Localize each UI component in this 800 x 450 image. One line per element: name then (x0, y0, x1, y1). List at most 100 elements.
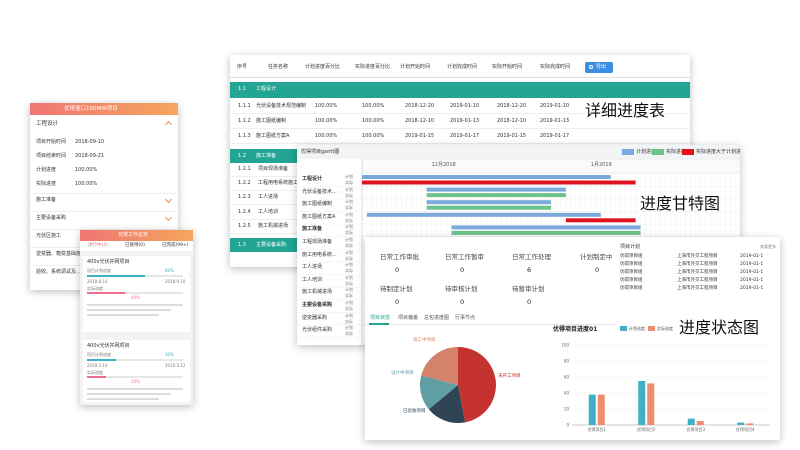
y-tick-label: 80 (564, 359, 570, 364)
list-cell: 2019-01-1 (740, 270, 764, 275)
actual-label: 实际 (345, 180, 353, 185)
cell: 2019-01-10 (450, 103, 480, 109)
item-label: 施工准备 (36, 197, 57, 203)
stat-label: 待制定计划 (380, 285, 413, 293)
start-date: 2019.3.10 (87, 363, 108, 368)
actual-label: 实际进度 (87, 286, 103, 291)
row-divider (230, 128, 690, 129)
y-tick-label: 100 (561, 343, 569, 348)
gantt-row-name: 施工用电系统... (302, 251, 337, 258)
column-header: 实际进度百分比 (355, 64, 391, 70)
actual-value: 40% (131, 295, 140, 300)
progress-track (87, 376, 183, 378)
tab-underline (369, 323, 389, 325)
column-header: 计划进度百分比 (305, 64, 341, 70)
stat-label: 待审核计划 (445, 285, 478, 293)
gantt-row-name: 施工图纸编制 (302, 201, 333, 208)
mobile-title: 日常工作总览 (118, 232, 149, 238)
cell: 工人培训 (258, 208, 279, 215)
plan-label: 计划 (345, 262, 353, 268)
month-header (361, 158, 740, 174)
chevron-icon (164, 195, 173, 204)
plan-label: 计划 (345, 325, 353, 331)
gantt-bar (565, 218, 636, 223)
placeholder-line (87, 393, 171, 395)
gantt-bar (362, 180, 636, 185)
gantt-bar (426, 200, 551, 205)
actual-label: 实际 (345, 268, 353, 274)
cell: 2019-01-13 (540, 118, 570, 124)
column-header: 实际完成时间 (540, 64, 571, 70)
tab-bar (80, 241, 193, 251)
group-band: 1.1 工程设计 (230, 82, 690, 98)
legend-swatch (648, 326, 655, 331)
cell: 2018-12-20 (497, 103, 527, 109)
cell: 光伏设备技术规范编制 (256, 103, 307, 109)
item-divider (30, 211, 178, 212)
group-name: 主要设备采购 (256, 242, 287, 248)
section-title: 工程设计 (36, 121, 59, 127)
list-cell: 上海市外交工程项目 (677, 254, 718, 259)
cell: 施工图纸编制 (256, 118, 287, 124)
item-label: 验收、系统调试及... (36, 269, 81, 275)
placeholder-line (87, 388, 183, 390)
actual-label: 实际 (345, 306, 353, 311)
cell: 100.00% (315, 133, 338, 139)
tab: 进行中(4) (88, 243, 108, 248)
legend-swatch (652, 149, 664, 155)
work-card: 400v光伏并网项目 项目计划进度 30% 2019.3.10 2019.3.12 实际进… (83, 340, 190, 402)
month-label: 12月2018 (432, 162, 456, 168)
mobile-header: 优得造口100MW项目 (30, 103, 178, 115)
cell: 2019-01-17 (540, 133, 570, 139)
tab: 项目偏差 (398, 315, 419, 321)
bar (597, 394, 605, 425)
group-id: 1.3 (238, 242, 246, 248)
gantt-bar (426, 205, 551, 210)
cell: 施工机械进场 (258, 222, 289, 229)
tab: 项目状态 (370, 315, 391, 321)
x-tick-label: 优得项目1 (587, 426, 606, 432)
gantt-bar (362, 175, 611, 179)
cell: 2019-01-10 (540, 103, 570, 109)
legend-label: 实际进度 (666, 149, 687, 155)
chevron-icon (164, 120, 173, 129)
list-cell: 2019-01-1 (740, 286, 764, 291)
column-header: 任务名称 (268, 64, 289, 70)
actual-label: 实际 (345, 205, 353, 211)
status-panel: 日常工作审批 0 日常工作暂审 0 日常工作处理 6 计划制定中 0 待制定计划 0 待审核计划 0 待… (365, 237, 780, 440)
actual-label: 实际 (345, 280, 353, 286)
tab: 总包进度图 (424, 315, 450, 321)
gantt-bar (451, 230, 641, 235)
work-card: 400v光伏并网项目 项目计划进度 60% 2018.8.10 2018.9.10 实际进… (83, 256, 190, 332)
list-cell: 上海市外交工程项目 (677, 278, 718, 283)
field-label: 计划进度 (36, 167, 57, 173)
actual-label: 实际 (345, 255, 353, 261)
gantt-bar (426, 193, 566, 198)
cell: 工人进场 (258, 194, 279, 201)
list-cell: 优得项目组 (620, 270, 643, 275)
export-button[interactable]: 导出 (585, 62, 613, 73)
gantt-row-name: 施工准备 (302, 226, 323, 233)
cell: 2019-01-15 (405, 133, 435, 139)
list-cell: 优得项目组 (620, 286, 643, 291)
field-label: 实际进度 (36, 181, 57, 187)
field-label: 项目开始时间 (36, 139, 67, 145)
plan-value: 30% (165, 352, 174, 357)
group-name: 施工准备 (256, 153, 277, 159)
list-more: 查看更多 (760, 244, 776, 249)
group-id: 1.1 (238, 86, 246, 92)
plan-label: 计划 (345, 249, 353, 255)
progress-track (87, 359, 183, 361)
end-date: 2018.9.10 (165, 279, 186, 284)
progress-track (87, 292, 183, 294)
header-divider (230, 77, 690, 78)
plan-label: 计划 (345, 312, 353, 318)
gantt-bar (426, 187, 566, 192)
cell: 1.2.5 (238, 222, 251, 229)
list-cell: 2019-01-1 (740, 262, 764, 267)
stat-label: 计划制定中 (580, 253, 613, 261)
pie-label: 施工中项目 (413, 336, 436, 343)
mobile-project: 优得造口100MW项目 工程设计 项目开始时间 2018-09-10 项目结束时间 201… (30, 103, 178, 290)
progress-actual (87, 376, 107, 378)
